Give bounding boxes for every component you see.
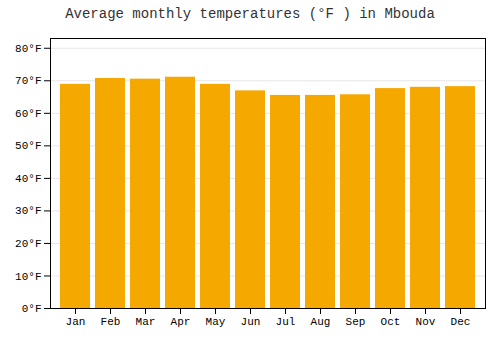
svg-text:Jul: Jul [276, 316, 296, 328]
svg-text:Jan: Jan [66, 316, 86, 328]
html-text:Average monthly temperatures (: Average monthly temperatures (°F ) in Mb… [65, 6, 435, 22]
svg-text:Mar: Mar [136, 316, 156, 328]
svg-text:60°F: 60°F [15, 108, 41, 120]
svg-text:50°F: 50°F [15, 140, 41, 152]
svg-text:Sep: Sep [346, 316, 366, 328]
svg-text:40°F: 40°F [15, 173, 41, 185]
svg-text:Jun: Jun [241, 316, 261, 328]
svg-text:20°F: 20°F [15, 238, 41, 250]
svg-text:Dec: Dec [451, 316, 471, 328]
svg-text:70°F: 70°F [15, 75, 41, 87]
svg-text:80°F: 80°F [15, 43, 41, 55]
svg-text:Aug: Aug [311, 316, 331, 328]
svg-text:Oct: Oct [381, 316, 401, 328]
svg-text:Feb: Feb [101, 316, 121, 328]
svg-text:0°F: 0°F [22, 303, 42, 315]
svg-text:10°F: 10°F [15, 270, 41, 282]
svg-text:30°F: 30°F [15, 205, 41, 217]
svg-text:Apr: Apr [171, 316, 191, 328]
svg-text:May: May [206, 316, 226, 328]
svg-text:Nov: Nov [416, 316, 436, 328]
